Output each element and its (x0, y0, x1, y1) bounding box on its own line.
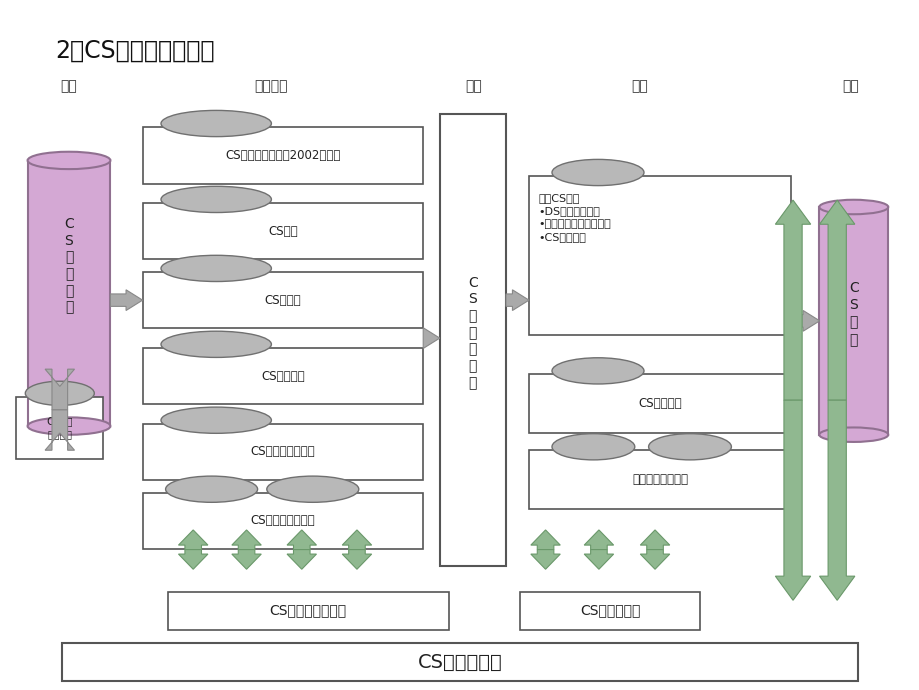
Polygon shape (819, 400, 854, 600)
Text: 奖励: 奖励 (842, 79, 858, 93)
Ellipse shape (161, 407, 271, 433)
Bar (528, 176, 790, 335)
Text: CS手册: CS手册 (267, 225, 298, 237)
Ellipse shape (551, 159, 643, 186)
Polygon shape (287, 530, 316, 549)
Polygon shape (505, 290, 528, 310)
Bar (439, 114, 505, 566)
Bar (142, 348, 423, 404)
Bar (28, 160, 110, 426)
Ellipse shape (161, 186, 271, 213)
Polygon shape (790, 310, 819, 331)
Bar (142, 424, 423, 480)
Ellipse shape (648, 433, 731, 460)
Bar (520, 591, 698, 629)
Polygon shape (640, 549, 669, 569)
Ellipse shape (551, 357, 643, 384)
Polygon shape (640, 530, 669, 549)
Text: CS行动程序的策划: CS行动程序的策划 (250, 515, 315, 527)
Bar (142, 127, 423, 184)
Text: CS技能教育: CS技能教育 (261, 370, 304, 382)
Polygon shape (287, 549, 316, 569)
Text: CS监察委员会: CS监察委员会 (579, 604, 640, 618)
Text: CS信息的活用强化: CS信息的活用强化 (250, 446, 315, 458)
Text: 推行支持: 推行支持 (255, 79, 288, 93)
Text: CS推行委员会: CS推行委员会 (417, 653, 502, 672)
Polygon shape (584, 530, 613, 549)
Bar (528, 374, 790, 433)
Ellipse shape (819, 199, 888, 214)
Polygon shape (342, 530, 371, 549)
Polygon shape (45, 410, 74, 451)
Text: CS课题
抄样调查: CS课题 抄样调查 (47, 416, 73, 440)
Ellipse shape (26, 381, 95, 405)
Ellipse shape (161, 110, 271, 137)
Polygon shape (775, 400, 810, 600)
Ellipse shape (551, 433, 634, 460)
Text: C
S
活
动
的
实
施: C S 活 动 的 实 施 (468, 276, 477, 390)
Bar (62, 643, 857, 682)
Ellipse shape (267, 476, 358, 502)
Polygon shape (342, 549, 371, 569)
Polygon shape (530, 530, 560, 549)
Bar (142, 493, 423, 549)
Text: CS调查组: CS调查组 (265, 294, 301, 306)
Text: C
S
表
彰: C S 表 彰 (848, 281, 857, 347)
Bar (819, 207, 888, 435)
Polygon shape (110, 290, 142, 310)
Polygon shape (584, 549, 613, 569)
Ellipse shape (165, 476, 257, 502)
Text: 方针: 方针 (61, 79, 77, 93)
Text: 2、CS推行的总体印象: 2、CS推行的总体印象 (55, 39, 214, 63)
Ellipse shape (28, 152, 110, 169)
Polygon shape (775, 200, 810, 400)
Polygon shape (819, 200, 854, 400)
Bar (142, 203, 423, 259)
Text: 评价: 评价 (630, 79, 647, 93)
Text: CS推行联络者会议: CS推行联络者会议 (269, 604, 346, 618)
Bar (142, 272, 423, 328)
Text: 公司内部监督制度: 公司内部监督制度 (631, 473, 687, 486)
Ellipse shape (819, 428, 888, 442)
Text: 各种CS调查
•DS窗口接待调查
•电话接待部门接待调查
•CS问卷调查: 各种CS调查 •DS窗口接待调查 •电话接待部门接待调查 •CS问卷调查 (538, 193, 610, 242)
Text: C
S
指
导
方
针: C S 指 导 方 针 (64, 217, 74, 315)
Polygon shape (178, 530, 208, 549)
Polygon shape (423, 328, 439, 348)
Ellipse shape (28, 417, 110, 435)
Polygon shape (530, 549, 560, 569)
Polygon shape (232, 549, 261, 569)
Text: CS记分卡的引入（2002年后）: CS记分卡的引入（2002年后） (225, 149, 340, 161)
Text: CS进程监督: CS进程监督 (638, 397, 681, 410)
Polygon shape (178, 549, 208, 569)
Polygon shape (45, 369, 74, 410)
Bar (528, 450, 790, 509)
Bar (17, 397, 103, 459)
Ellipse shape (161, 255, 271, 282)
Bar (168, 591, 448, 629)
Polygon shape (232, 530, 261, 549)
Ellipse shape (161, 331, 271, 357)
Text: 实施: 实施 (465, 79, 482, 93)
